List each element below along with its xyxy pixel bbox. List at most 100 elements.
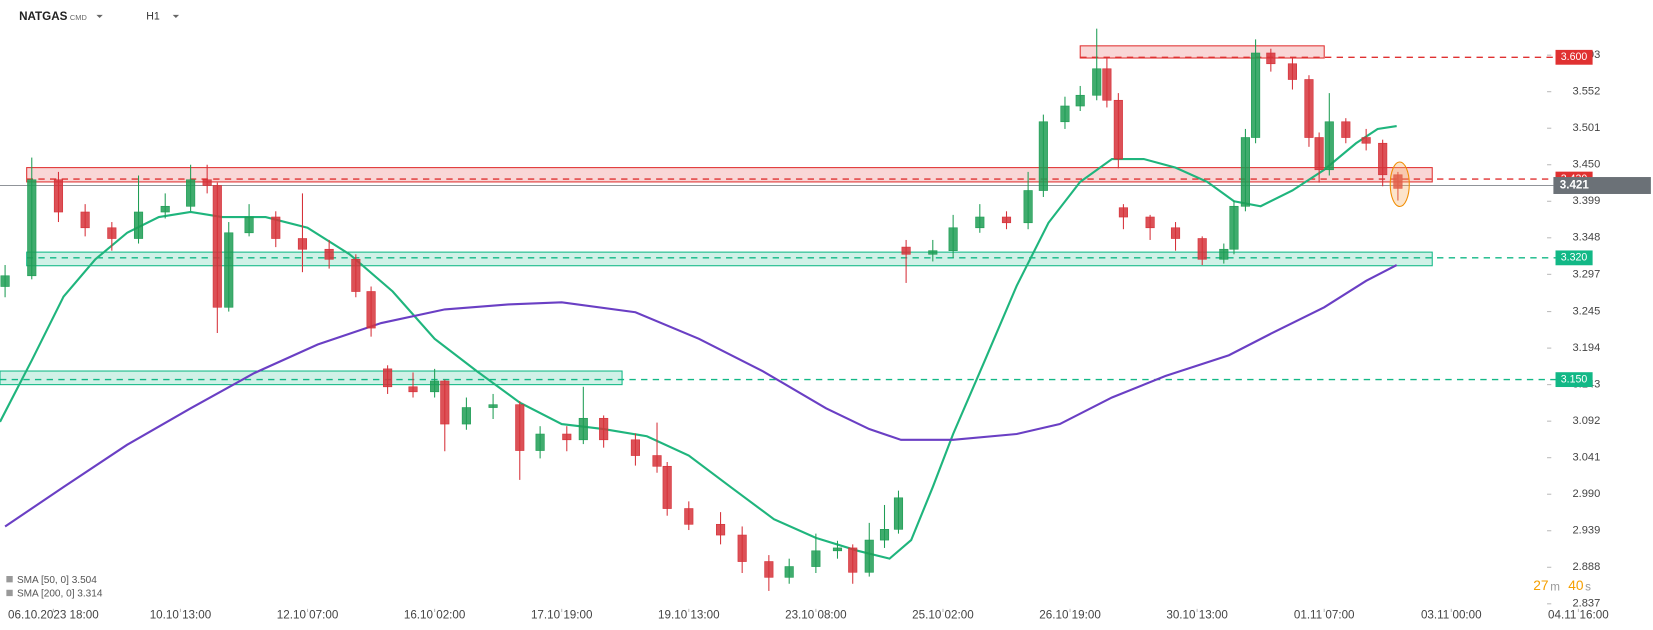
candle-body [1378,142,1388,176]
candle-body [811,550,821,567]
x-tick-label: 30.10 13:00 [1166,608,1228,621]
y-tick-label: 3.450 [1572,159,1600,171]
candle-body [133,211,144,239]
timer-m: m [1550,581,1560,594]
candle-body [202,179,212,186]
candle-body [716,523,726,536]
candle-body [599,417,609,441]
x-tick-label: 04.11 16:00 [1548,608,1609,621]
candle-body [212,185,222,308]
candle-body [975,216,985,229]
candle-body [1145,216,1155,229]
y-tick-label: 3.297 [1572,268,1600,280]
candle-body [1038,121,1048,191]
candle-body [901,246,911,255]
candle-body [1304,79,1314,138]
x-tick-label: 01.11 07:00 [1294,608,1355,621]
candle-body [224,232,234,308]
candle-body [1393,174,1403,189]
candle-body [244,216,254,234]
candle-body [440,380,450,425]
candle-body [879,529,890,541]
x-tick-label: 16.10 02:00 [404,608,466,621]
candle-body [1113,99,1123,160]
candle-body [366,291,376,329]
timer: 27 m 40 s [1533,578,1591,593]
candle-body [1001,216,1012,224]
candle-body [351,258,361,292]
candle-body [1075,94,1085,107]
level-tag [1555,372,1593,388]
x-tick-label: 26.10 19:00 [1039,608,1101,621]
y-tick-label: 3.092 [1572,415,1600,427]
candle-body [652,455,662,467]
candle-body [324,248,334,260]
candle-body [1170,227,1181,239]
candle-body [1341,121,1351,138]
x-tick-label: 03.11 00:00 [1421,608,1482,621]
candle-body [1266,52,1276,65]
candle-body [1219,248,1229,260]
y-tick-label: 3.194 [1572,342,1600,354]
sma-line [0,125,1397,560]
candle-body [515,404,525,451]
candle-body [1197,238,1207,260]
candle-body [1251,52,1261,138]
y-tick-label: 2.888 [1572,561,1600,573]
legend-icon [6,576,13,583]
x-tick-label: 17.10 19:00 [531,608,593,621]
candle-body [488,404,498,408]
x-tick-label: 19.10 13:00 [658,608,720,621]
x-tick-label: 10.10 13:00 [150,608,212,621]
candle-body [80,211,90,229]
candle-body [408,386,418,393]
candle-body [297,238,308,250]
candle-body [562,433,572,441]
candle-body [1324,121,1334,171]
current-price-label: 3.421 [1560,179,1590,192]
interval[interactable]: H1 [146,11,160,23]
legend-entry: SMA [200, 0] 3.314 [17,589,103,600]
candle-body [1314,137,1324,171]
plot-area [0,28,1556,591]
zone [26,167,1433,183]
candle-body [1023,190,1033,224]
zone [1079,45,1325,59]
candle-body [893,497,904,530]
candle-body [186,179,196,207]
legend-entry: SMA [50, 0] 3.504 [17,575,97,586]
candle-body [1092,68,1102,96]
sma-line [4,264,1398,528]
x-tick-label: 06.10.2023 18:00 [8,608,99,621]
market: CMD [70,13,87,22]
candle-body [430,380,440,393]
candle-body [578,417,588,441]
candle-body [27,179,37,277]
candle-body [0,275,10,287]
candle-body [684,508,694,525]
timer-s: s [1585,581,1591,594]
timer-minutes: 27 [1533,578,1548,593]
candle-body [848,547,858,573]
candle-body [764,561,774,578]
current-price-tag [1553,177,1651,194]
symbol-dropdown[interactable] [96,14,103,18]
symbol[interactable]: NATGAS [19,10,68,23]
header: NATGAS CMD H1 [19,10,180,23]
legend-icon [6,589,13,597]
candle-body [928,250,938,255]
zone [0,370,623,386]
candle-body [784,566,794,578]
y-tick-label: 3.552 [1572,86,1600,98]
level-label: 3.150 [1561,373,1588,385]
interval-dropdown[interactable] [172,14,180,18]
candle-body [1229,205,1239,250]
x-tick-label: 23.10 08:00 [785,608,847,621]
candle-body [1361,137,1371,144]
timer-seconds: 40 [1568,578,1584,593]
y-tick-label: 3.348 [1572,232,1600,244]
candle-body [383,368,393,388]
candle-body [271,216,281,239]
